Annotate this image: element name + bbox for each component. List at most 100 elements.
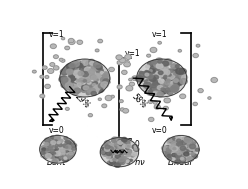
- Text: $h\nu$: $h\nu$: [134, 156, 146, 167]
- Circle shape: [165, 154, 168, 156]
- Circle shape: [62, 157, 68, 162]
- Circle shape: [109, 146, 115, 150]
- Circle shape: [93, 76, 97, 79]
- Circle shape: [165, 147, 170, 151]
- Circle shape: [127, 160, 129, 162]
- Circle shape: [166, 80, 172, 84]
- Circle shape: [192, 154, 197, 158]
- Circle shape: [191, 152, 196, 156]
- Circle shape: [127, 140, 131, 143]
- Circle shape: [109, 152, 113, 155]
- Circle shape: [85, 75, 90, 78]
- Circle shape: [96, 65, 102, 70]
- Circle shape: [192, 145, 198, 150]
- Circle shape: [32, 70, 36, 73]
- Circle shape: [117, 138, 122, 142]
- Circle shape: [172, 81, 177, 85]
- Circle shape: [51, 136, 55, 139]
- Circle shape: [161, 69, 170, 76]
- Circle shape: [68, 66, 72, 69]
- Circle shape: [174, 79, 182, 85]
- Circle shape: [183, 148, 189, 152]
- Circle shape: [174, 144, 180, 149]
- Circle shape: [65, 108, 69, 110]
- Circle shape: [96, 68, 103, 73]
- Circle shape: [172, 153, 176, 157]
- Circle shape: [57, 155, 63, 160]
- Circle shape: [175, 77, 180, 81]
- Circle shape: [116, 158, 121, 161]
- Circle shape: [65, 150, 70, 153]
- Circle shape: [132, 76, 138, 81]
- Circle shape: [149, 117, 154, 122]
- Circle shape: [111, 146, 117, 151]
- Circle shape: [67, 71, 71, 74]
- Circle shape: [67, 140, 70, 143]
- Circle shape: [54, 66, 59, 70]
- Circle shape: [186, 140, 190, 144]
- Circle shape: [174, 82, 180, 87]
- Circle shape: [109, 67, 114, 72]
- Circle shape: [178, 154, 182, 157]
- Circle shape: [157, 69, 165, 75]
- Circle shape: [90, 61, 94, 65]
- Circle shape: [80, 72, 85, 76]
- Circle shape: [115, 155, 120, 159]
- Circle shape: [158, 41, 161, 44]
- Circle shape: [59, 58, 63, 61]
- Circle shape: [156, 85, 160, 88]
- Circle shape: [125, 54, 131, 59]
- Circle shape: [108, 144, 114, 148]
- Circle shape: [66, 152, 70, 155]
- Circle shape: [70, 83, 77, 88]
- Circle shape: [63, 150, 67, 153]
- Circle shape: [126, 161, 128, 163]
- Circle shape: [163, 136, 199, 163]
- Circle shape: [67, 145, 71, 148]
- Circle shape: [172, 147, 175, 149]
- Circle shape: [57, 141, 60, 144]
- Circle shape: [86, 84, 90, 86]
- Circle shape: [127, 162, 130, 164]
- Circle shape: [78, 71, 84, 76]
- Circle shape: [168, 75, 174, 80]
- Circle shape: [67, 153, 71, 156]
- Circle shape: [91, 76, 97, 80]
- Circle shape: [172, 85, 178, 89]
- Circle shape: [156, 80, 161, 84]
- Circle shape: [177, 158, 180, 160]
- Circle shape: [50, 149, 54, 152]
- Circle shape: [110, 157, 114, 161]
- Circle shape: [66, 155, 71, 159]
- Circle shape: [65, 80, 70, 84]
- Circle shape: [171, 139, 174, 142]
- Circle shape: [42, 146, 48, 150]
- Circle shape: [40, 94, 45, 98]
- Circle shape: [68, 148, 75, 152]
- Circle shape: [166, 150, 171, 154]
- Circle shape: [119, 139, 122, 141]
- Circle shape: [61, 59, 65, 62]
- Circle shape: [161, 75, 166, 79]
- Circle shape: [93, 82, 98, 85]
- Circle shape: [162, 61, 169, 66]
- Text: Bent: Bent: [46, 158, 66, 167]
- Circle shape: [148, 81, 152, 84]
- Circle shape: [86, 73, 90, 76]
- Circle shape: [130, 159, 132, 161]
- Circle shape: [147, 54, 151, 57]
- Circle shape: [80, 77, 85, 81]
- Circle shape: [69, 143, 71, 145]
- Circle shape: [161, 88, 164, 90]
- Circle shape: [77, 73, 86, 79]
- Circle shape: [110, 160, 113, 161]
- Circle shape: [59, 154, 62, 156]
- Circle shape: [132, 145, 138, 149]
- Circle shape: [55, 149, 57, 151]
- Circle shape: [69, 88, 74, 92]
- Circle shape: [86, 61, 93, 66]
- Circle shape: [178, 160, 181, 161]
- Circle shape: [50, 151, 54, 154]
- Circle shape: [186, 149, 192, 154]
- Circle shape: [150, 65, 158, 72]
